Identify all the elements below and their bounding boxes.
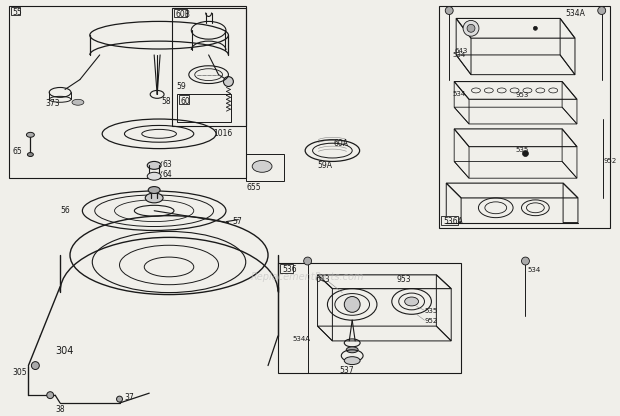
Text: 534A: 534A <box>565 9 585 17</box>
Bar <box>177 94 231 122</box>
Circle shape <box>467 25 475 32</box>
Circle shape <box>117 396 123 402</box>
Bar <box>174 9 187 17</box>
Text: 37: 37 <box>125 393 134 402</box>
Text: 59: 59 <box>176 82 186 91</box>
Text: 535: 535 <box>425 308 438 314</box>
Ellipse shape <box>145 193 163 203</box>
Circle shape <box>463 20 479 36</box>
Bar <box>246 154 284 181</box>
Circle shape <box>445 7 453 15</box>
Circle shape <box>523 151 528 156</box>
Text: 643: 643 <box>454 48 467 54</box>
Text: 60B: 60B <box>176 10 191 19</box>
Bar <box>179 95 189 104</box>
Text: 534: 534 <box>452 92 466 97</box>
Text: 536A: 536A <box>443 217 463 226</box>
Bar <box>9 6 246 178</box>
Text: 534A: 534A <box>293 336 311 342</box>
Circle shape <box>32 362 39 369</box>
Text: 65: 65 <box>12 147 22 156</box>
Text: ReplacementParts.com: ReplacementParts.com <box>251 272 365 282</box>
Bar <box>441 215 458 225</box>
Ellipse shape <box>72 99 84 105</box>
Text: 55: 55 <box>12 8 22 17</box>
Circle shape <box>598 7 606 15</box>
Bar <box>11 7 20 15</box>
Ellipse shape <box>148 187 160 193</box>
Text: 1016: 1016 <box>213 129 233 138</box>
Text: 537: 537 <box>339 366 354 374</box>
Ellipse shape <box>252 161 272 172</box>
Ellipse shape <box>27 132 34 137</box>
Text: 38: 38 <box>55 405 64 414</box>
Text: 952: 952 <box>425 318 438 324</box>
Circle shape <box>304 257 312 265</box>
Text: 643: 643 <box>316 275 330 284</box>
Circle shape <box>46 392 54 399</box>
Text: 952: 952 <box>604 158 617 164</box>
Text: 63: 63 <box>162 161 172 169</box>
Text: 304: 304 <box>55 346 74 356</box>
Ellipse shape <box>405 297 418 306</box>
Text: 536: 536 <box>282 265 296 275</box>
Text: 535: 535 <box>516 147 529 153</box>
Bar <box>278 263 461 374</box>
Text: 953: 953 <box>516 92 529 99</box>
Text: 56: 56 <box>60 206 70 215</box>
Ellipse shape <box>147 172 161 180</box>
Ellipse shape <box>27 153 33 156</box>
Ellipse shape <box>344 357 360 364</box>
Circle shape <box>223 77 233 87</box>
Bar <box>280 264 293 273</box>
Text: 64: 64 <box>162 170 172 179</box>
Text: 534: 534 <box>452 52 466 58</box>
Text: 534: 534 <box>528 267 541 273</box>
Text: 953: 953 <box>397 275 412 284</box>
Ellipse shape <box>147 161 161 169</box>
Text: 373: 373 <box>45 99 60 108</box>
Circle shape <box>344 297 360 312</box>
Circle shape <box>521 257 529 265</box>
Text: 59A: 59A <box>317 161 332 171</box>
Circle shape <box>533 26 538 30</box>
Bar <box>440 6 609 228</box>
Bar <box>172 7 246 126</box>
Text: 57: 57 <box>232 217 242 225</box>
Text: 60A: 60A <box>334 139 348 148</box>
Text: 58: 58 <box>161 97 171 106</box>
Ellipse shape <box>346 347 358 353</box>
Text: 655: 655 <box>246 183 261 192</box>
Text: 305: 305 <box>12 367 27 376</box>
Text: 60: 60 <box>181 97 190 106</box>
